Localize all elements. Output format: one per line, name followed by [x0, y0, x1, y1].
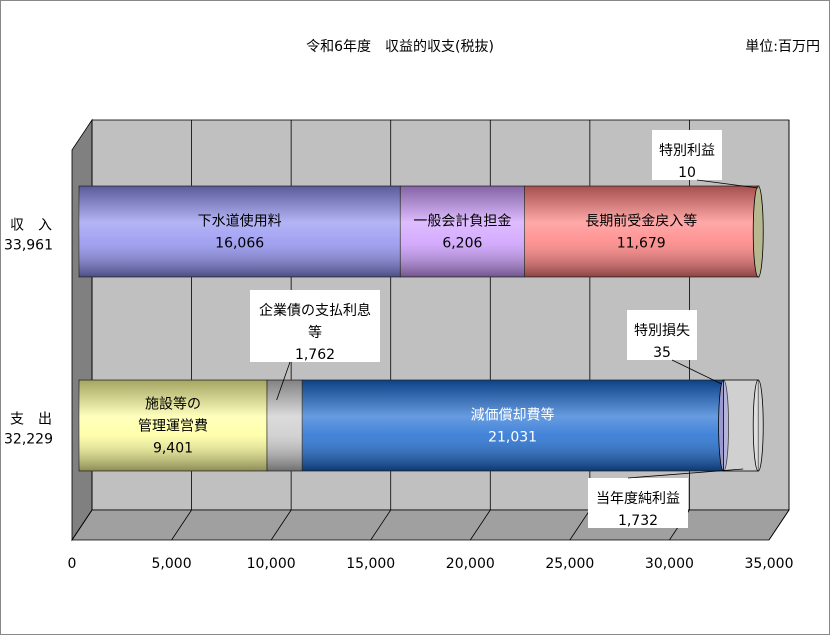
bar-segment [524, 185, 759, 278]
segment-name-label: 一般会計負担金 [413, 214, 511, 230]
chart-title: 令和6年度 収益的収支(税抜) [306, 39, 494, 55]
floor-gridline [370, 509, 392, 541]
x-tick-label: 15,000 [346, 556, 395, 572]
segment-shading [79, 380, 268, 471]
segment-body [723, 379, 759, 472]
x-tick-label: 25,000 [545, 556, 594, 572]
callout-box [250, 290, 380, 362]
data-value-label: 10 [678, 165, 696, 181]
callout-box [652, 130, 722, 180]
x-tick-label: 35,000 [745, 556, 794, 572]
data-value-label: 1,732 [618, 513, 658, 529]
labels: 0 5,000 10,000 15,000 20,000 25,000 30,000 35,0… [4, 130, 794, 572]
bar-segment [723, 379, 764, 472]
callout-box [627, 310, 697, 360]
x-tick-label: 30,000 [645, 556, 694, 572]
floor-gridline [270, 509, 292, 541]
segment-shading [79, 186, 401, 277]
unit-label: 単位:百万円 [745, 39, 820, 55]
segment-cap [752, 185, 764, 278]
x-tick-label: 0 [68, 556, 77, 572]
segment-shading [267, 380, 303, 471]
segment-name-label: 下水道使用料 [198, 213, 282, 230]
data-value-label: 6,206 [442, 236, 482, 252]
segment-name-label: 等 [308, 324, 322, 341]
callout-box [588, 478, 688, 528]
x-tick-label: 20,000 [446, 556, 495, 572]
segment-name-label: 管理運営費 [138, 419, 208, 435]
bar-segment [266, 379, 303, 472]
category-label: 収 入 [10, 218, 52, 234]
data-value-label: 35 [653, 345, 671, 361]
segment-name-label: 特別損失 [634, 323, 690, 339]
callout-leader [696, 179, 759, 189]
category-total: 33,961 [4, 238, 53, 254]
bar-segment [752, 185, 764, 278]
segment-cap [752, 379, 764, 472]
side-wall [71, 118, 93, 542]
callout-leader [627, 468, 744, 479]
floor-gridline [71, 509, 93, 541]
floor-gridline [171, 509, 192, 541]
bar-segment [301, 379, 724, 472]
segment-name-label: 当年度純利益 [596, 491, 680, 507]
callout-leader [276, 361, 291, 401]
x-tick-label: 10,000 [247, 556, 296, 572]
data-value-label: 9,401 [153, 441, 193, 457]
data-value-label: 1,762 [295, 347, 335, 363]
segment-name-label: 特別利益 [659, 143, 715, 159]
data-value-label: 16,066 [215, 236, 264, 252]
segment-name-label: 減価償却費等 [471, 407, 555, 424]
data-value-label: 21,031 [488, 430, 537, 446]
floor-gridline [469, 509, 491, 541]
bar-segment [78, 379, 268, 472]
segment-name-label: 長期前受金戻入等 [585, 213, 697, 230]
segment-shading [400, 186, 525, 277]
bar-segment [78, 185, 401, 278]
data-value-label: 11,679 [617, 236, 666, 252]
segment-name-label: 施設等の [145, 396, 201, 413]
bars [78, 185, 764, 472]
segment-shading [524, 186, 759, 277]
category-label: 支 出 [10, 412, 52, 428]
floor-gridline [569, 509, 591, 541]
segment-shading [302, 380, 723, 471]
segment-name-label: 企業債の支払利息 [259, 302, 371, 319]
floor-gridline [768, 509, 790, 541]
x-tick-label: 5,000 [152, 556, 192, 572]
bar-segment [399, 185, 525, 278]
category-total: 32,229 [4, 432, 53, 448]
callout-leader [671, 359, 722, 385]
